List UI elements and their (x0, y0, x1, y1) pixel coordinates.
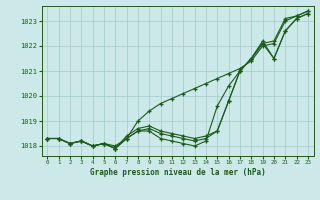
X-axis label: Graphe pression niveau de la mer (hPa): Graphe pression niveau de la mer (hPa) (90, 168, 266, 177)
